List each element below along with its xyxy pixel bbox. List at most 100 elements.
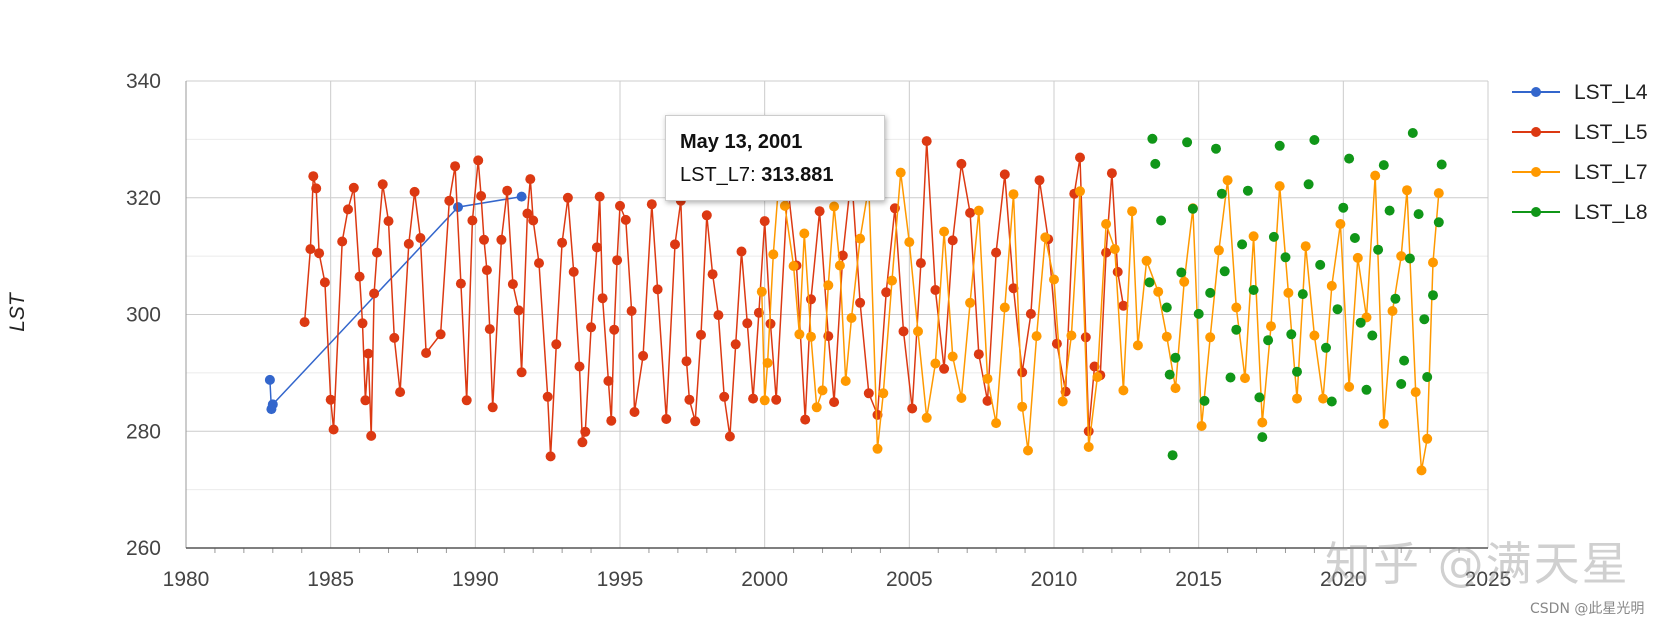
legend: LST_L4 LST_L5 LST_L7 LST_L8 [1512,81,1648,224]
data-point [1017,367,1028,378]
data-point [1303,179,1314,190]
series-LST_L8 [1144,128,1447,461]
data-point [661,414,672,424]
data-point [1101,219,1112,229]
data-point [1422,372,1433,382]
data-point [264,374,275,385]
data-point [1167,450,1178,461]
data-point [542,391,553,402]
data-point [1309,135,1320,145]
data-point [829,397,840,408]
data-point [768,249,779,260]
series-LST_L4 [264,191,527,415]
data-point [1109,244,1120,255]
data-point [930,358,941,369]
data-point [670,239,680,250]
data-point [1428,290,1438,301]
data-point [487,402,498,413]
data-point [765,318,776,329]
data-point [1176,267,1187,278]
data-point [1416,465,1427,476]
data-point [724,431,735,442]
data-point [779,200,790,211]
data-point [516,191,527,202]
data-point [586,322,597,333]
data-point [1205,332,1216,343]
data-point [1399,355,1410,366]
data-point [615,200,625,211]
data-point [887,275,897,286]
y-tick-label: 320 [126,187,161,210]
data-point [719,391,730,402]
data-point [1017,401,1028,412]
data-point [1378,160,1389,171]
data-point [756,286,767,297]
data-point [742,318,753,329]
y-axis-label: LST [6,291,29,332]
data-point [837,250,848,261]
data-point [872,443,883,454]
data-point [973,205,984,216]
x-tick-label: 1980 [163,568,210,591]
data-point [1118,385,1129,396]
data-point [513,305,524,316]
legend-label: LST_L7 [1574,161,1648,184]
data-point [800,414,811,425]
data-point [1254,392,1265,403]
data-point [377,179,388,190]
data-point [771,394,782,405]
data-point [1106,168,1117,179]
data-point [473,155,484,166]
legend-item-LST_L7: LST_L7 [1512,161,1648,184]
axes: 260 280 300 320 340 1980 1985 1990 1995 2000 2005 2… [6,70,1511,591]
data-point [1237,239,1248,250]
data-point [1361,384,1372,395]
data-point [1242,185,1253,196]
data-point [1170,383,1181,394]
data-point [1231,324,1242,335]
data-point [325,394,336,405]
data-point [591,242,602,253]
data-point [1404,253,1415,264]
data-point [846,313,857,323]
x-tick-label: 1985 [307,568,354,591]
data-point [389,332,400,343]
data-point [1257,417,1268,428]
data-point [319,277,330,288]
data-point [907,403,918,414]
data-point [597,293,608,304]
data-point [343,204,353,215]
data-point [1211,143,1221,154]
data-point [311,183,322,194]
legend-marker [1531,87,1541,97]
data-point [481,265,492,276]
data-point [915,258,926,269]
data-point [1402,185,1412,196]
data-point [814,206,825,217]
data-point [1089,361,1100,372]
data-point [1433,217,1444,228]
data-point [947,235,958,246]
data-point [476,191,487,201]
data-point [1326,280,1337,291]
data-point [1057,396,1068,407]
data-point [1373,244,1384,255]
data-point [1413,209,1424,220]
data-point [1355,317,1366,328]
data-point [1309,330,1320,341]
data-point [305,244,316,255]
data-point [863,388,874,399]
y-tick-label: 300 [126,304,161,327]
data-point [580,426,591,437]
data-point [1153,286,1164,297]
data-point [1257,432,1268,443]
data-point [956,393,967,403]
data-point [834,260,845,271]
data-point [1161,331,1172,342]
legend-item-LST_L8: LST_L8 [1512,201,1648,224]
data-point [1025,308,1036,319]
data-point [1240,373,1250,384]
legend-marker [1531,127,1541,137]
data-point [383,216,394,227]
data-point [811,402,822,413]
